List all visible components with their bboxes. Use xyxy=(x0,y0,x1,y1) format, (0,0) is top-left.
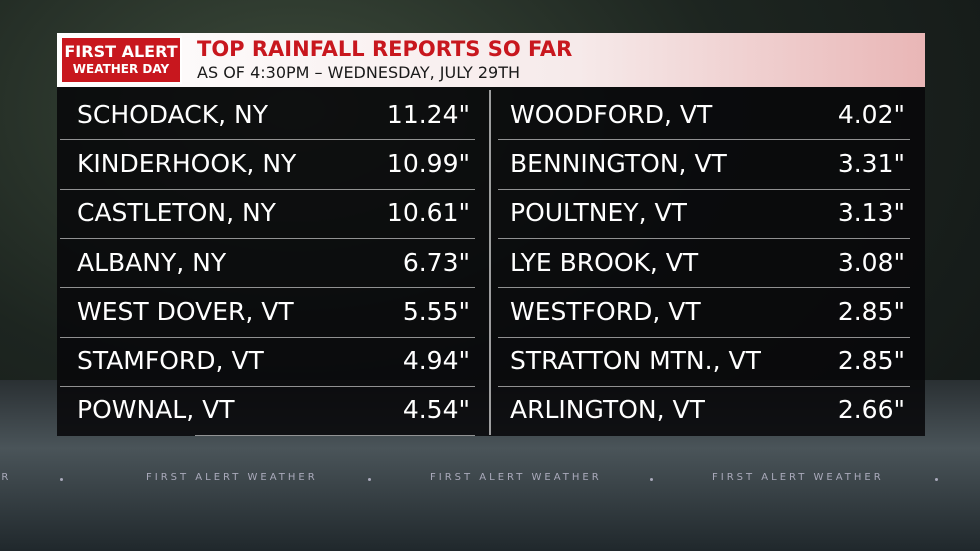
ticker-dot xyxy=(60,478,63,481)
amount: 3.31" xyxy=(837,148,905,178)
logo-bottom: WEATHER DAY xyxy=(72,62,170,76)
city: ALBANY, NY xyxy=(77,247,227,277)
row-divider xyxy=(60,139,475,141)
ticker-dot xyxy=(935,478,938,481)
title: TOP RAINFALL REPORTS SO FAR xyxy=(197,37,573,61)
row-divider xyxy=(60,336,475,338)
logo: FIRST ALERT WEATHER DAY xyxy=(60,36,182,84)
city: WESTFORD, VT xyxy=(510,296,701,326)
table-panel xyxy=(57,33,925,436)
amount: 11.24" xyxy=(386,99,470,129)
city: WOODFORD, VT xyxy=(510,99,713,129)
amount: 4.02" xyxy=(837,99,905,129)
row-divider xyxy=(60,385,475,387)
city: SCHODACK, NY xyxy=(77,99,268,129)
city: WEST DOVER, VT xyxy=(77,296,294,326)
city: KINDERHOOK, NY xyxy=(77,148,297,178)
row-divider xyxy=(498,237,910,239)
row-divider xyxy=(498,336,910,338)
ticker-text: FIRST ALERT WEATHER xyxy=(712,472,884,483)
amount: 3.13" xyxy=(837,198,905,228)
ticker-text: ER xyxy=(0,472,12,483)
amount: 10.99" xyxy=(386,148,470,178)
row-divider xyxy=(60,237,475,239)
city: POWNAL, VT xyxy=(77,395,235,425)
amount: 10.61" xyxy=(386,198,470,228)
city: STRATTON MTN., VT xyxy=(510,346,761,376)
row-divider xyxy=(498,385,910,387)
logo-top: FIRST ALERT xyxy=(64,42,178,61)
ticker-dot xyxy=(650,478,653,481)
row-divider xyxy=(498,188,910,190)
ticker-text: FIRST ALERT WEATHER xyxy=(146,472,318,483)
amount: 5.55" xyxy=(402,296,470,326)
city: POULTNEY, VT xyxy=(510,198,687,228)
amount: 2.85" xyxy=(837,296,905,326)
subtitle: AS OF 4:30PM – WEDNESDAY, JULY 29TH xyxy=(197,63,521,82)
city: BENNINGTON, VT xyxy=(510,148,727,178)
amount: 2.85" xyxy=(837,346,905,376)
column-divider xyxy=(489,90,491,435)
amount: 2.66" xyxy=(837,395,905,425)
row-divider xyxy=(195,435,475,436)
amount: 3.08" xyxy=(837,247,905,277)
amount: 4.94" xyxy=(402,346,470,376)
city: CASTLETON, NY xyxy=(77,198,276,228)
header-band xyxy=(57,33,925,87)
ticker-text: FIRST ALERT WEATHER xyxy=(430,472,602,483)
city: LYE BROOK, VT xyxy=(510,247,699,277)
amount: 6.73" xyxy=(402,247,470,277)
row-divider xyxy=(60,188,475,190)
city: ARLINGTON, VT xyxy=(510,395,705,425)
ticker-dot xyxy=(368,478,371,481)
row-divider xyxy=(60,287,475,289)
row-divider xyxy=(498,139,910,141)
amount: 4.54" xyxy=(402,395,470,425)
city: STAMFORD, VT xyxy=(77,346,264,376)
row-divider xyxy=(498,287,910,289)
